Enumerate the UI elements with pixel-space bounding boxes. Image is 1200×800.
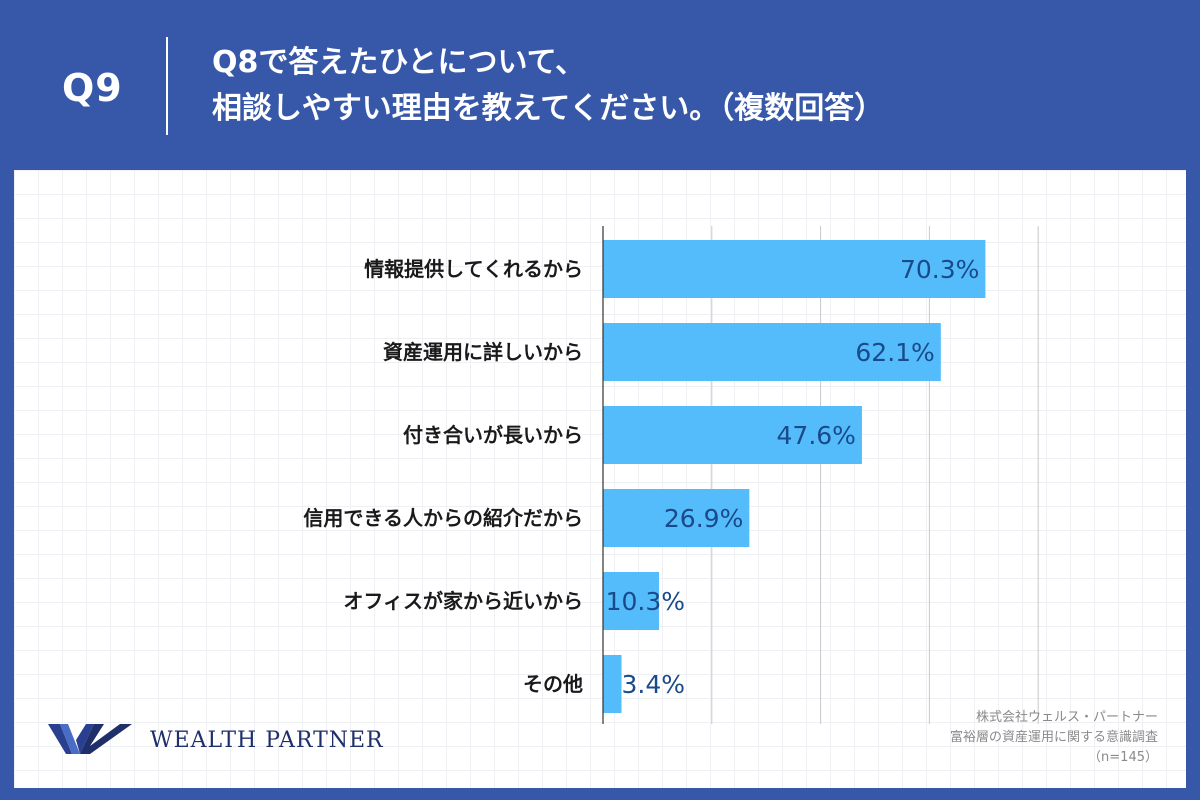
bar [603,323,941,381]
value-label: 47.6% [777,421,856,450]
source-sample-size: （n=145） [1088,750,1158,765]
company-logo: WEALTH PARTNER [46,720,384,760]
category-label: オフィスが家から近いから [343,589,583,613]
question-title-line2: 相談しやすい理由を教えてください。（複数回答） [212,91,885,126]
bar [603,655,622,713]
question-title-line1: Q8で答えたひとについて、 [212,45,586,80]
wealth-partner-logo-icon [48,724,132,754]
category-label: 資産運用に詳しいから [383,340,583,364]
category-label: 情報提供してくれるから [364,257,583,281]
value-label: 26.9% [664,504,743,533]
bar [603,406,862,464]
source-survey: 富裕層の資産運用に関する意識調査 [949,730,1158,745]
bar [603,240,986,298]
source-company: 株式会社ウェルス・パートナー [975,710,1158,725]
logo-text: WEALTH PARTNER [150,727,384,753]
question-title: Q8で答えたひとについて、 相談しやすい理由を教えてください。（複数回答） [212,40,884,132]
header-divider [166,37,168,135]
value-label: 10.3% [606,587,685,616]
value-label: 70.3% [900,255,979,284]
category-label: 付き合いが長いから [403,423,583,447]
value-label: 3.4% [621,670,685,699]
value-label: 62.1% [855,338,934,367]
bar [603,572,660,630]
category-label: その他 [523,672,583,696]
bar [603,489,750,547]
source-note: 株式会社ウェルス・パートナー 富裕層の資産運用に関する意識調査 （n=145） [950,708,1158,768]
chart-panel: 情報提供してくれるから 70.3% 資産運用に詳しいから 62.1% 付き合いが長いから… [14,170,1186,788]
category-label: 信用できる人からの紹介だから [303,506,583,530]
question-number: Q9 [62,66,123,110]
header: Q9 Q8で答えたひとについて、 相談しやすい理由を教えてください。（複数回答） [0,0,1200,170]
bar-chart: 情報提供してくれるから 70.3% 資産運用に詳しいから 62.1% 付き合いが長いから… [303,226,1039,724]
